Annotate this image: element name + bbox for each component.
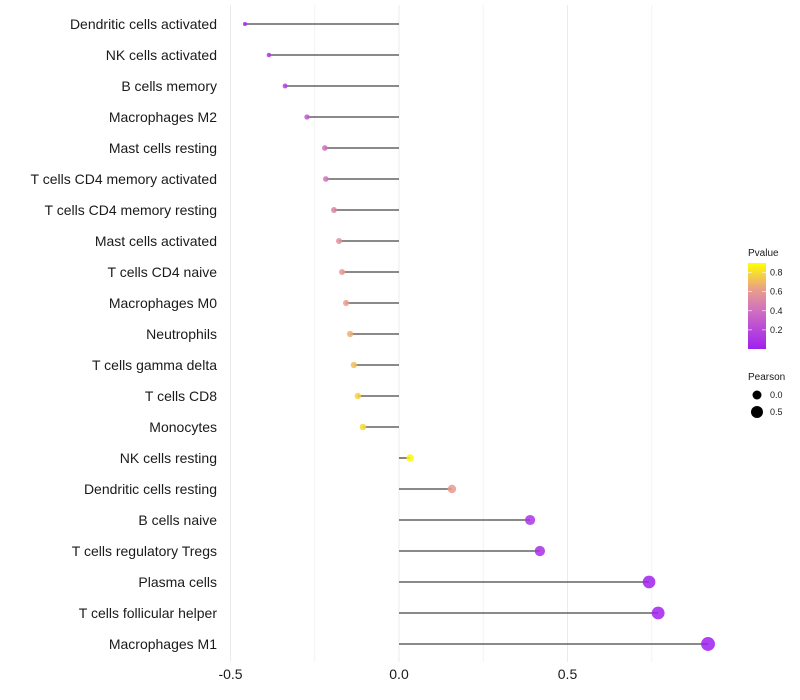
x-tick-label: 0.5: [558, 666, 578, 682]
point: [701, 637, 715, 651]
category-label: NK cells resting: [120, 450, 217, 466]
points: [242, 21, 715, 651]
point: [282, 83, 288, 89]
point: [343, 299, 350, 307]
point: [534, 545, 546, 557]
category-label: T cells CD4 naive: [108, 264, 218, 280]
point: [304, 114, 310, 120]
point: [321, 145, 328, 151]
size-key-label: 0.0: [770, 390, 783, 400]
point: [525, 514, 536, 526]
color-tick-label: 0.8: [770, 268, 783, 278]
x-tick-label: -0.5: [218, 666, 242, 682]
size-key-0: [752, 390, 762, 400]
point: [338, 268, 346, 276]
point: [266, 52, 272, 58]
category-label: Macrophages M0: [109, 295, 217, 311]
point: [354, 392, 362, 400]
category-label: Mast cells activated: [95, 233, 217, 249]
x-axis-labels: -0.5 0.0 0.5: [218, 666, 577, 682]
point: [359, 423, 367, 431]
category-label: Dendritic cells activated: [70, 16, 217, 32]
size-legend-title: Pearson: [748, 372, 785, 383]
category-label: T cells gamma delta: [92, 357, 217, 373]
category-label: T cells regulatory Tregs: [72, 543, 217, 559]
x-tick-label: 0.0: [389, 666, 409, 682]
category-label: T cells follicular helper: [79, 605, 218, 621]
point: [347, 330, 354, 338]
color-legend-title: Pvalue: [748, 248, 779, 259]
y-axis-labels: Dendritic cells activated NK cells activa…: [31, 16, 218, 652]
point: [651, 606, 665, 620]
category-label: Plasma cells: [138, 574, 217, 590]
point: [350, 361, 358, 369]
size-key-1: [751, 406, 763, 418]
category-label: T cells CD4 memory resting: [45, 202, 217, 218]
point: [335, 237, 343, 245]
category-label: T cells CD8: [145, 388, 217, 404]
point: [642, 575, 656, 589]
point: [242, 21, 248, 27]
color-tick-label: 0.2: [770, 325, 783, 335]
color-tick-label: 0.4: [770, 306, 783, 316]
color-tick-label: 0.6: [770, 287, 783, 297]
point: [406, 454, 414, 462]
size-key-label: 0.5: [770, 407, 783, 417]
category-label: Mast cells resting: [109, 140, 217, 156]
category-label: Neutrophils: [146, 326, 217, 342]
category-label: B cells naive: [138, 512, 217, 528]
category-label: Macrophages M1: [109, 636, 217, 652]
point: [322, 176, 329, 182]
category-label: Macrophages M2: [109, 109, 217, 125]
category-label: Dendritic cells resting: [84, 481, 217, 497]
stems: [244, 23, 709, 645]
grid: [230, 5, 653, 662]
category-label: B cells memory: [121, 78, 217, 94]
legend: Pvalue 0.2 0.4 0.6 0.8 Pearson 0.0 0.5: [748, 248, 785, 418]
category-label: T cells CD4 memory activated: [31, 171, 217, 187]
point: [447, 484, 457, 494]
category-label: NK cells activated: [106, 47, 217, 63]
color-bar: [748, 263, 766, 349]
point: [330, 207, 337, 213]
category-label: Monocytes: [149, 419, 217, 435]
